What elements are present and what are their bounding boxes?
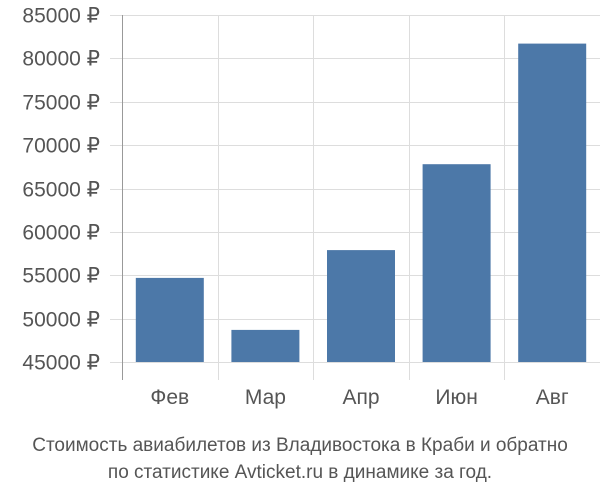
y-tick-label: 85000 ₽: [22, 5, 100, 28]
bar-4: [518, 43, 587, 362]
y-tick-label: 60000 ₽: [22, 222, 100, 245]
price-bar-chart: 45000 ₽ 50000 ₽ 55000 ₽ 60000 ₽ 65000 ₽ 70000…: [22, 5, 600, 410]
x-tick-label: Апр: [342, 386, 379, 409]
chart-caption-line-2: по статистике Avticket.ru в динамике за …: [107, 462, 493, 483]
tick-labels: 45000 ₽ 50000 ₽ 55000 ₽ 60000 ₽ 65000 ₽ 70000…: [22, 5, 569, 410]
x-tick-label: Авг: [536, 386, 569, 409]
bar-1: [231, 329, 300, 362]
bar-0: [135, 277, 204, 362]
x-tick-label: Мар: [245, 386, 286, 409]
y-tick-label: 65000 ₽: [22, 179, 100, 202]
y-tick-label: 45000 ₽: [22, 352, 100, 375]
y-tick-label: 55000 ₽: [22, 265, 100, 288]
x-tick-label: Фев: [150, 386, 189, 409]
bars: [135, 43, 587, 362]
y-tick-label: 75000 ₽: [22, 92, 100, 115]
grid-lines: [110, 15, 600, 380]
x-tick-label: Июн: [435, 386, 477, 409]
bar-3: [422, 164, 491, 362]
y-tick-label: 50000 ₽: [22, 309, 100, 332]
y-tick-label: 80000 ₽: [22, 48, 100, 71]
y-tick-label: 70000 ₽: [22, 135, 100, 158]
bar-2: [327, 250, 395, 362]
chart-caption-line-1: Стоимость авиабилетов из Владивостока в …: [32, 435, 568, 456]
